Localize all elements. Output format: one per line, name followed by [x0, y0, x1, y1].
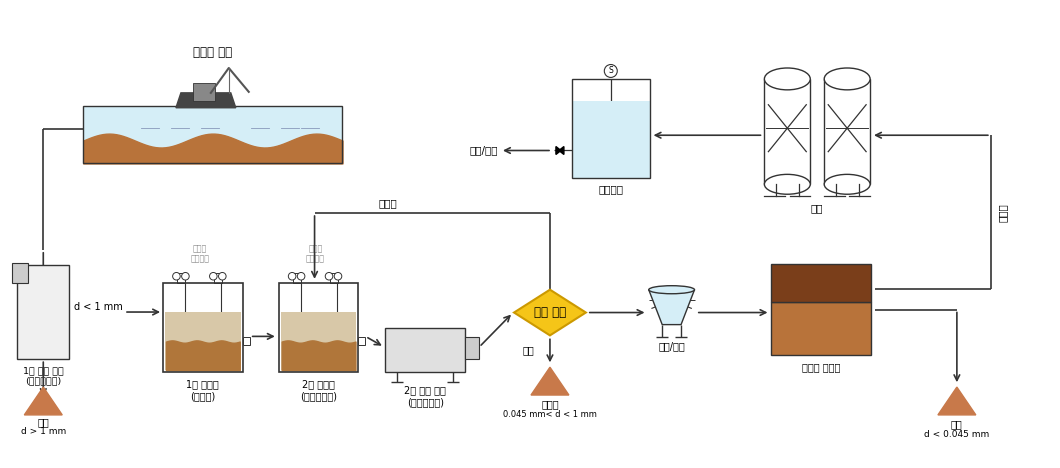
- Bar: [193, 83, 215, 101]
- Text: d > 1 mm: d > 1 mm: [20, 427, 66, 436]
- Text: 필터: 필터: [811, 203, 824, 213]
- Circle shape: [288, 272, 296, 280]
- Ellipse shape: [649, 285, 694, 294]
- Text: 1차 산화조
(과황산): 1차 산화조 (과황산): [187, 379, 219, 401]
- Bar: [13, 263, 29, 283]
- Circle shape: [181, 272, 189, 280]
- Polygon shape: [176, 93, 235, 108]
- Bar: [83, 106, 342, 163]
- Polygon shape: [531, 367, 569, 395]
- Text: S: S: [608, 66, 613, 75]
- Text: 1차 입경 분리
(드럼스크린): 1차 입경 분리 (드럼스크린): [23, 366, 64, 386]
- Bar: [330, 273, 337, 283]
- Bar: [386, 328, 465, 372]
- Bar: [772, 264, 871, 302]
- Ellipse shape: [825, 68, 870, 90]
- Text: 혼화/응집: 혼화/응집: [658, 342, 685, 351]
- Bar: [358, 337, 366, 345]
- Text: 재활용: 재활용: [542, 399, 559, 409]
- Ellipse shape: [764, 68, 810, 90]
- Ellipse shape: [764, 175, 810, 194]
- Text: 2차 입경 분리
(필터프레스): 2차 입경 분리 (필터프레스): [404, 385, 446, 407]
- Text: 처분: 처분: [951, 419, 962, 429]
- Bar: [214, 273, 222, 283]
- Bar: [163, 283, 243, 372]
- Circle shape: [218, 272, 226, 280]
- Bar: [243, 337, 250, 345]
- Text: 적합: 적합: [523, 345, 534, 355]
- Bar: [165, 312, 241, 370]
- Bar: [17, 265, 69, 359]
- Text: 산화제
활성화제: 산화제 활성화제: [191, 244, 210, 264]
- Circle shape: [325, 272, 333, 280]
- Bar: [293, 273, 301, 283]
- Circle shape: [173, 272, 180, 280]
- Text: 처분: 처분: [37, 417, 49, 427]
- Text: 처리수조: 처리수조: [598, 184, 623, 194]
- Text: 방류/처분: 방류/처분: [470, 146, 498, 155]
- Text: 부적합: 부적합: [379, 198, 398, 208]
- Text: 오염토 준설: 오염토 준설: [193, 46, 232, 59]
- Text: d < 0.045 mm: d < 0.045 mm: [924, 430, 989, 439]
- Bar: [465, 337, 479, 359]
- Circle shape: [297, 272, 305, 280]
- Bar: [572, 79, 650, 178]
- Text: 상등액: 상등액: [997, 203, 1008, 222]
- Circle shape: [604, 65, 617, 77]
- Text: 산화제
활성화제: 산화제 활성화제: [306, 244, 325, 264]
- Polygon shape: [24, 387, 63, 415]
- Polygon shape: [555, 146, 561, 154]
- Text: 독성 평가: 독성 평가: [534, 306, 566, 319]
- Text: 경사판 침전조: 경사판 침전조: [802, 362, 841, 372]
- Bar: [177, 273, 184, 283]
- Bar: [772, 302, 871, 355]
- Circle shape: [210, 272, 217, 280]
- Text: 2차 산화조
(과산화수소): 2차 산화조 (과산화수소): [300, 379, 337, 401]
- Ellipse shape: [825, 175, 870, 194]
- Circle shape: [334, 272, 341, 280]
- Bar: [281, 312, 356, 370]
- Text: 0.045 mm< d < 1 mm: 0.045 mm< d < 1 mm: [504, 410, 597, 419]
- Bar: [825, 79, 870, 184]
- Polygon shape: [514, 290, 586, 336]
- Bar: [279, 283, 358, 372]
- Bar: [83, 106, 342, 163]
- Polygon shape: [649, 290, 694, 325]
- Polygon shape: [938, 387, 976, 415]
- Bar: [764, 79, 810, 184]
- Polygon shape: [559, 146, 564, 154]
- Text: d < 1 mm: d < 1 mm: [74, 302, 123, 312]
- Bar: [572, 101, 650, 178]
